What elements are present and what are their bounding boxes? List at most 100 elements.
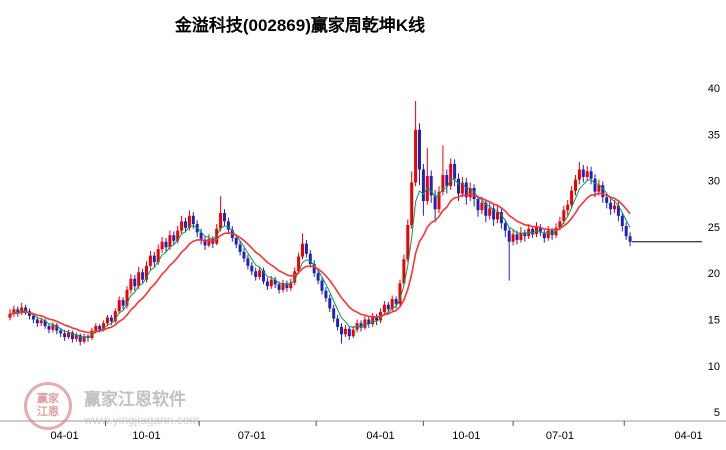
candle-body xyxy=(320,280,324,291)
candle-body xyxy=(460,182,464,194)
candle-body xyxy=(98,326,102,330)
x-tick-label: 04-01 xyxy=(366,430,394,442)
candle-body xyxy=(121,300,125,306)
candle-body xyxy=(16,309,20,313)
candle-body xyxy=(67,332,70,338)
candle-body xyxy=(410,182,414,226)
candle-body xyxy=(145,265,148,280)
candle-body xyxy=(585,171,589,177)
candle-body xyxy=(168,235,172,248)
candle-body xyxy=(347,328,351,337)
candle-body xyxy=(137,272,141,287)
candle-body xyxy=(519,232,523,240)
candle-body xyxy=(250,265,254,272)
candle-body xyxy=(605,197,609,203)
candle-body xyxy=(566,204,570,211)
candle-body xyxy=(176,230,180,241)
candle-body xyxy=(265,281,269,287)
candle-body xyxy=(574,179,577,191)
candle-body xyxy=(312,263,316,274)
candle-body xyxy=(394,299,398,304)
candle-body xyxy=(273,279,277,285)
candle-body xyxy=(390,299,394,310)
candle-body xyxy=(31,315,35,320)
candle-body xyxy=(43,320,47,326)
y-tick-label: 35 xyxy=(708,129,720,141)
x-tick-label: 04-01 xyxy=(675,430,703,442)
candle-body xyxy=(488,208,492,216)
candle-body xyxy=(324,290,328,299)
candle-body xyxy=(254,271,258,277)
candle-body xyxy=(20,307,24,314)
candle-body xyxy=(160,241,164,250)
candle-body xyxy=(156,249,160,263)
candle-body xyxy=(562,210,566,222)
candle-body xyxy=(414,129,418,183)
candle-body xyxy=(499,212,503,224)
candle-body xyxy=(226,221,230,230)
candle-body xyxy=(129,278,133,290)
candle-body xyxy=(223,213,226,222)
candle-body xyxy=(601,185,605,198)
candle-body xyxy=(371,316,375,325)
watermark-text: 赢家江恩软件 www.yingjiagann.com xyxy=(84,385,199,427)
candle-body xyxy=(421,169,425,201)
candle-body xyxy=(8,313,12,318)
candle-body xyxy=(63,333,67,338)
candle-body xyxy=(207,238,211,246)
candle-body xyxy=(480,202,484,211)
candle-body xyxy=(406,225,410,260)
candle-body xyxy=(328,298,332,309)
candle-body xyxy=(59,330,63,334)
candle-body xyxy=(418,129,421,170)
y-tick-label: 20 xyxy=(708,268,720,280)
candle-body xyxy=(133,278,137,287)
candle-body xyxy=(109,317,113,322)
candle-body xyxy=(203,239,207,246)
candle-body xyxy=(199,232,203,240)
candle-body xyxy=(281,283,285,290)
candle-body xyxy=(359,323,363,328)
candle-body xyxy=(258,270,262,277)
candle-body xyxy=(343,328,347,335)
candle-body xyxy=(496,212,499,220)
candles-layer xyxy=(8,101,632,346)
chart-title: 金溢科技(002869)赢家周乾坤K线 xyxy=(174,16,426,35)
candle-body xyxy=(39,320,43,324)
y-tick-label: 40 xyxy=(708,83,720,95)
candle-body xyxy=(609,202,613,210)
candle-body xyxy=(624,226,628,237)
candle-body xyxy=(106,317,109,324)
candle-body xyxy=(449,163,453,187)
candle-body xyxy=(581,169,585,177)
candle-body xyxy=(82,336,86,342)
candle-body xyxy=(429,176,433,196)
y-tick-label: 30 xyxy=(708,176,720,188)
candle-body xyxy=(542,232,546,239)
candle-body xyxy=(457,178,460,194)
candle-body xyxy=(468,188,472,198)
candle-body xyxy=(597,185,601,192)
candle-body xyxy=(453,163,457,179)
candle-body xyxy=(620,215,624,226)
y-tick-label: 25 xyxy=(708,222,720,234)
candle-body xyxy=(531,228,535,235)
candle-body xyxy=(90,330,94,338)
candle-body xyxy=(363,319,367,328)
candle-body xyxy=(125,289,129,306)
slow-ma-line xyxy=(9,192,631,334)
candle-body xyxy=(332,308,336,319)
candle-body xyxy=(304,243,308,254)
candle-body xyxy=(152,255,156,263)
candle-body xyxy=(511,234,515,242)
candle-body xyxy=(340,326,343,335)
candle-body xyxy=(445,175,449,187)
candle-body xyxy=(164,241,168,248)
x-tick-label: 10-01 xyxy=(132,430,160,442)
candle-body xyxy=(238,244,242,252)
candle-body xyxy=(234,238,238,245)
candle-body xyxy=(187,215,191,228)
candle-body xyxy=(550,230,554,236)
